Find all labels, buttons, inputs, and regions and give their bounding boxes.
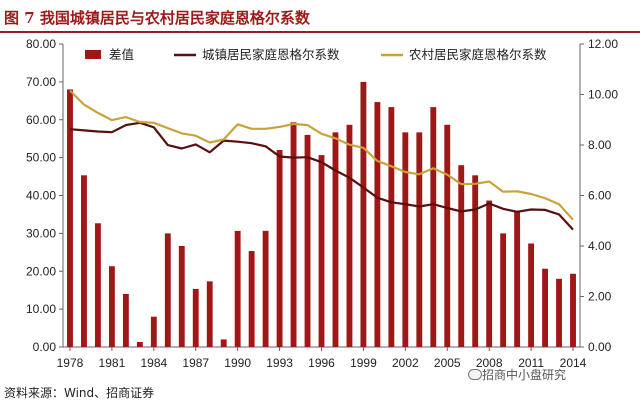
left-axis-tick-label: 0.00 [33, 340, 57, 354]
diff-bar [178, 246, 185, 347]
figure-header: 图 7 我国城镇居民与农村居民家庭恩格尔系数 [0, 0, 640, 34]
line-series [69, 89, 574, 231]
urban-engel-line [69, 121, 574, 231]
diff-bar [192, 288, 199, 347]
diff-bar [570, 273, 576, 347]
diff-bar [444, 124, 451, 347]
x-axis-tick-label: 1984 [140, 356, 167, 370]
bar-series-diff [67, 81, 576, 348]
x-axis-tick-label: 1996 [308, 356, 335, 370]
diff-bar [416, 132, 423, 347]
left-axis-tick-label: 50.00 [26, 151, 56, 165]
x-axis-tick-label: 2008 [476, 356, 503, 370]
diff-bar [290, 122, 297, 348]
x-axis-tick-label: 2005 [434, 356, 461, 370]
diff-bar [234, 230, 241, 347]
legend-entry-label: 差值 [109, 47, 134, 62]
wechat-icon [468, 369, 482, 380]
diff-bar [206, 281, 213, 347]
x-axis-tick-label: 2014 [560, 356, 587, 370]
diff-bar [81, 175, 87, 347]
x-axis-tick-label: 1978 [57, 356, 84, 370]
engel-coefficient-chart: 0.00 10.00 20.00 30.00 40.00 50.00 60.00 70.00 8… [26, 37, 618, 370]
left-axis-tick-label: 70.00 [26, 75, 56, 89]
right-axis-tick-label: 2.00 [588, 290, 612, 304]
watermark-text: 招商中小盘研究 [482, 368, 567, 382]
diff-bar [248, 251, 255, 347]
diff-bar [262, 230, 269, 347]
right-axis-tick-label: 6.00 [588, 189, 612, 203]
diff-bar [94, 223, 101, 347]
diff-bar [360, 81, 367, 347]
diff-bar [332, 132, 339, 347]
diff-bar [346, 124, 353, 347]
right-axis-tick-label: 0.00 [588, 340, 612, 354]
left-axis-tick-label: 40.00 [26, 189, 56, 203]
diff-bar [472, 175, 479, 347]
legend-entry-label: 城镇居民家庭恩格尔系数 [202, 47, 340, 62]
left-axis-tick-label: 30.00 [26, 226, 56, 240]
figure-title: 图 7 我国城镇居民与农村居民家庭恩格尔系数 [4, 9, 310, 27]
diff-bar [402, 132, 409, 347]
legend: 差值 城镇居民家庭恩格尔系数 农村居民家庭恩格尔系数 [85, 47, 547, 62]
left-axis-tick-label: 60.00 [26, 113, 56, 127]
diff-bar [150, 316, 157, 347]
left-axis-tick-label: 10.00 [26, 302, 56, 316]
right-axis-tick-label: 10.00 [588, 88, 618, 102]
diff-bar [136, 341, 143, 347]
right-axis-tick-label: 4.00 [588, 239, 612, 253]
legend-entry-label: 农村居民家庭恩格尔系数 [409, 47, 547, 62]
diff-bar [67, 89, 73, 347]
diff-bar [276, 150, 283, 347]
legend-swatch-bar [85, 50, 101, 59]
diff-bar [108, 266, 115, 347]
x-axis-tick-label: 1981 [99, 356, 126, 370]
diff-bar [430, 107, 437, 347]
left-axis-tick-label: 20.00 [26, 264, 56, 278]
axes: 0.00 10.00 20.00 30.00 40.00 50.00 60.00 70.00 8… [26, 37, 618, 370]
diff-bar [220, 339, 227, 347]
diff-bar [556, 278, 562, 347]
diff-bar [500, 233, 507, 347]
diff-bar [528, 243, 535, 347]
diff-bar [304, 134, 311, 347]
diff-bar [388, 107, 395, 347]
x-axis-tick-label: 1999 [350, 356, 377, 370]
source-note: 资料来源：Wind、招商证券 [4, 386, 155, 400]
x-axis-tick-label: 2002 [392, 356, 419, 370]
x-axis-tick-label: 2011 [518, 356, 544, 370]
diff-bar [486, 200, 493, 347]
diff-bar [318, 155, 325, 347]
diff-bar [374, 102, 381, 347]
diff-bar [542, 268, 549, 347]
right-axis-tick-label: 12.00 [588, 37, 618, 51]
title-divider [0, 31, 640, 33]
right-axis-tick-label: 8.00 [588, 138, 612, 152]
rural-engel-line [69, 89, 574, 221]
x-axis-tick-label: 1993 [266, 356, 293, 370]
left-axis-tick-label: 80.00 [26, 37, 56, 51]
diff-bar [458, 165, 465, 347]
diff-bar [514, 210, 521, 347]
diff-bar [164, 233, 171, 347]
x-axis-tick-label: 1990 [224, 356, 251, 370]
x-axis-tick-label: 1987 [182, 356, 209, 370]
diff-bar [122, 293, 129, 347]
